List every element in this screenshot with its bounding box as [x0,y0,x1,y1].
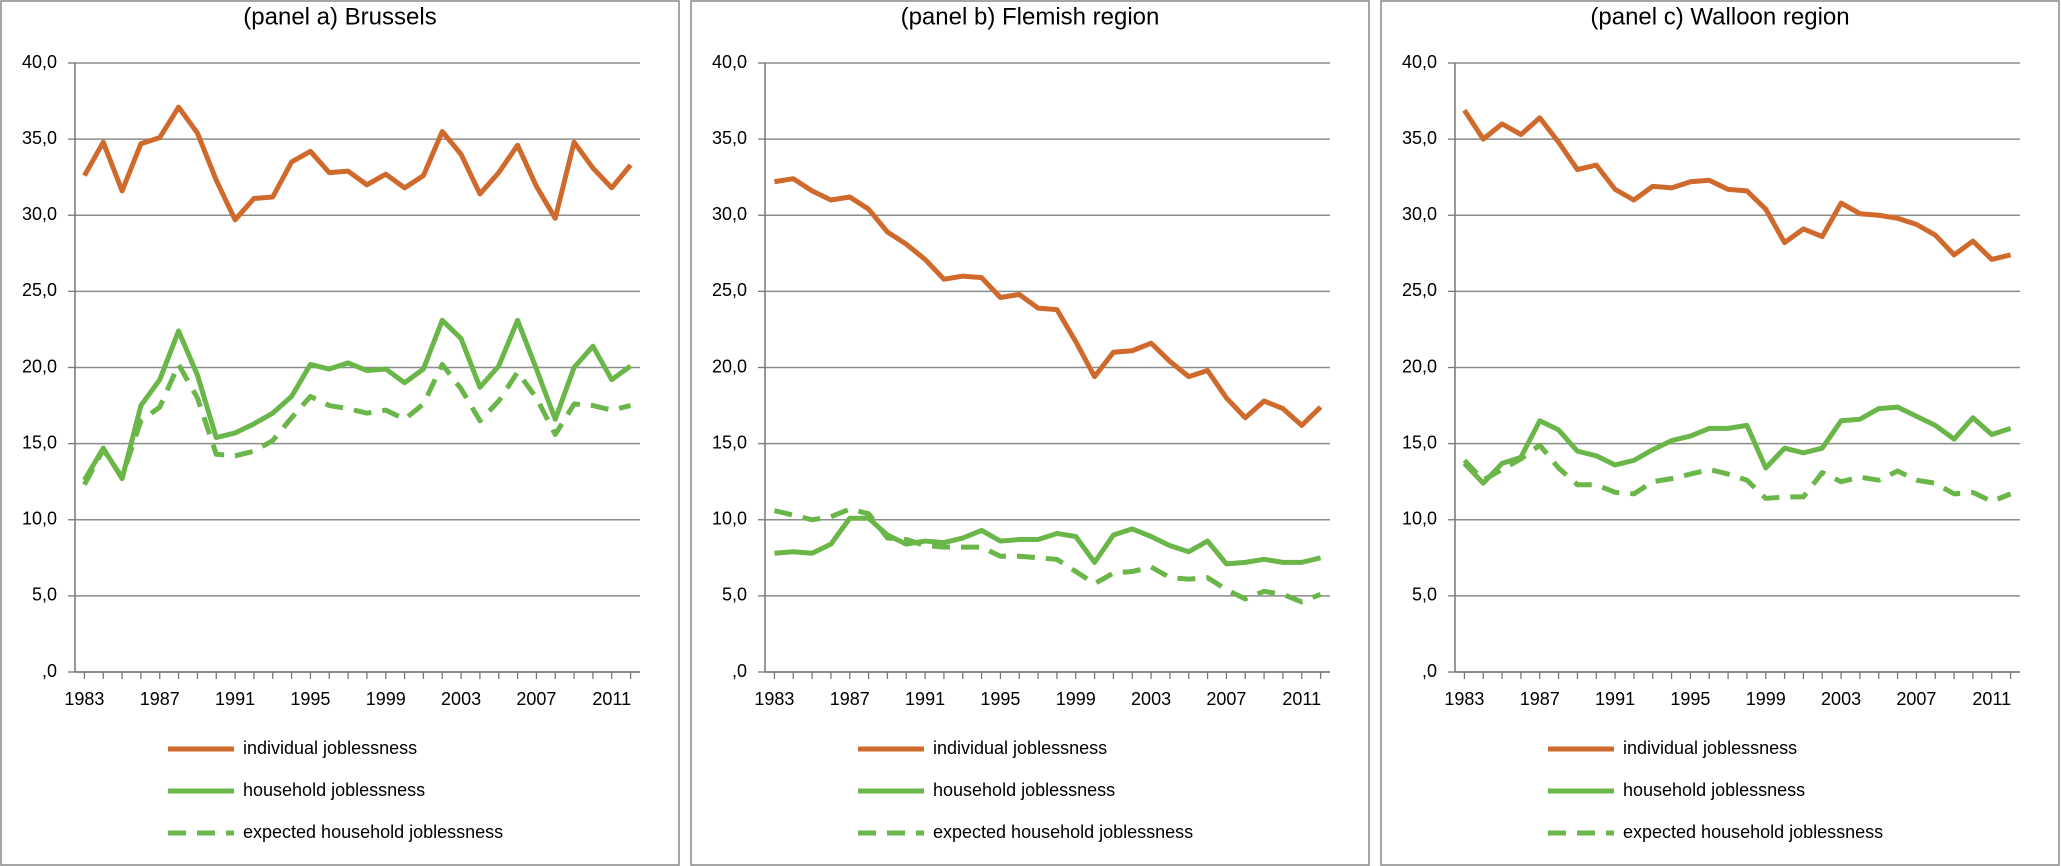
y-tick-label: 30,0 [1402,204,1437,224]
legend-label: individual joblessness [1623,738,1797,758]
x-tick-label: 2011 [592,689,631,709]
x-tick-label: 2011 [1282,689,1321,709]
series-line [1462,404,2012,486]
x-tick-label: 1995 [1670,689,1710,709]
y-tick-label: 15,0 [1402,432,1437,452]
y-tick-label: 5,0 [722,585,747,605]
x-tick-label: 1999 [1746,689,1786,709]
y-tick-label: 35,0 [1402,128,1437,148]
x-tick-label: 1987 [830,689,870,709]
panel-frame [1380,0,2060,866]
y-tick-label: 30,0 [22,204,57,224]
x-tick-label: 1995 [980,689,1020,709]
y-tick-label: 10,0 [22,509,57,529]
x-tick-label: 1983 [1444,689,1484,709]
x-tick-label: 1987 [1520,689,1560,709]
x-tick-label: 1983 [64,689,104,709]
y-tick-label: 40,0 [22,52,57,72]
y-tick-label: 15,0 [712,432,747,452]
y-tick-label: 35,0 [22,128,57,148]
x-tick-label: 1991 [905,689,945,709]
chart-title: (panel c) Walloon region [1590,3,1849,30]
legend-label: household joblessness [243,780,425,800]
panel: (panel a) Brussels ,0 5,0 10,0 15,0 20,0 25,0 3… [22,3,640,842]
x-tick-label: 1987 [140,689,180,709]
series-line [1462,442,2012,504]
y-tick-label: 20,0 [1402,356,1437,376]
panel: (panel b) Flemish region ,0 5,0 10,0 15,0 20,… [712,3,1330,842]
y-tick-label: 15,0 [22,432,57,452]
series-line [82,317,633,482]
panel-frame [690,0,1370,866]
y-tick-label: 25,0 [712,280,747,300]
y-tick-label: 5,0 [1412,585,1437,605]
series-line [1462,108,2012,262]
y-tick-label: 20,0 [22,356,57,376]
y-tick-label: 20,0 [712,356,747,376]
x-tick-label: 1983 [754,689,794,709]
legend-label: expected household joblessness [1623,822,1883,842]
x-tick-label: 1999 [366,689,406,709]
x-tick-label: 1999 [1056,689,1096,709]
legend-label: household joblessness [1623,780,1805,800]
x-tick-label: 2007 [1896,689,1936,709]
legend-label: expected household joblessness [933,822,1193,842]
legend-label: individual joblessness [933,738,1107,758]
panel-frame [0,0,680,866]
y-tick-label: 10,0 [1402,509,1437,529]
x-tick-label: 2011 [1972,689,2011,709]
y-tick-label: 35,0 [712,128,747,148]
y-tick-label: ,0 [1422,661,1437,681]
panel: (panel c) Walloon region ,0 5,0 10,0 15,0 20,… [1402,3,2020,842]
series-line [773,506,1322,605]
y-tick-label: 40,0 [1402,52,1437,72]
legend-label: household joblessness [933,780,1115,800]
x-tick-label: 2007 [1206,689,1246,709]
y-tick-label: 25,0 [22,280,57,300]
series-line [82,361,632,486]
series-line [774,515,1322,567]
y-tick-label: 5,0 [32,585,57,605]
legend-label: expected household joblessness [243,822,503,842]
chart-title: (panel b) Flemish region [901,3,1160,30]
x-tick-label: 1991 [215,689,255,709]
x-tick-label: 2003 [441,689,481,709]
y-tick-label: ,0 [42,661,57,681]
series-line [774,176,1323,428]
x-tick-label: 2007 [516,689,556,709]
series-line [82,104,633,223]
chart-title: (panel a) Brussels [243,3,436,30]
y-tick-label: 30,0 [712,204,747,224]
x-tick-label: 2003 [1821,689,1861,709]
y-tick-label: 40,0 [712,52,747,72]
y-tick-label: 10,0 [712,509,747,529]
y-tick-label: 25,0 [1402,280,1437,300]
x-tick-label: 1995 [290,689,330,709]
x-tick-label: 2003 [1131,689,1171,709]
x-tick-label: 1991 [1595,689,1635,709]
y-tick-label: ,0 [732,661,747,681]
legend-label: individual joblessness [243,738,417,758]
